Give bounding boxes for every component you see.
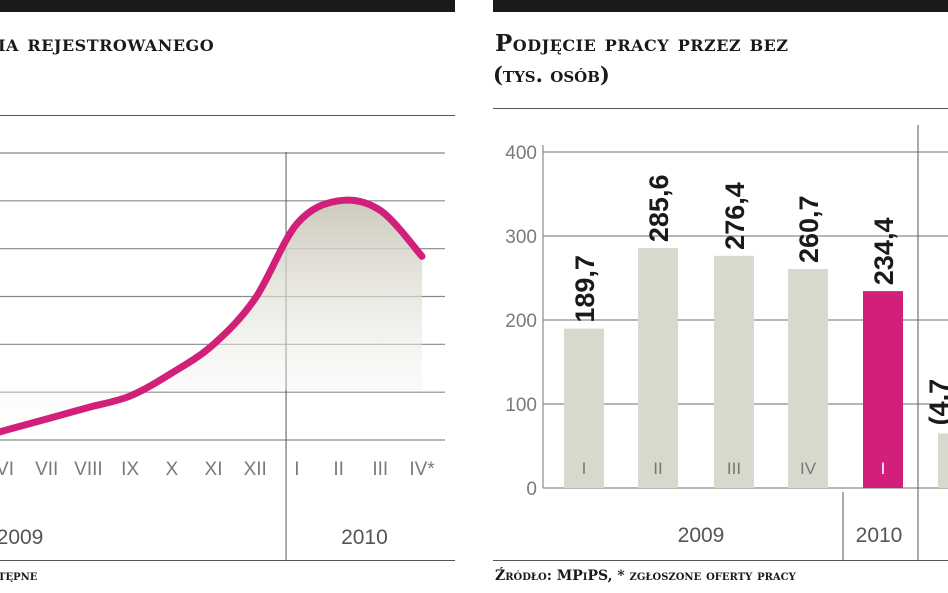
left-x-tick-label: VIII bbox=[74, 459, 103, 480]
right-bar-value-label: 276,4 bbox=[720, 182, 750, 250]
left-chart-title: ia rejestrowanego bbox=[0, 30, 215, 57]
left-x-tick-label: IV* bbox=[409, 459, 435, 480]
right-cutoff-bar-label: (4,7 bbox=[924, 379, 948, 426]
right-bar-chart: 0 100 200 300 400 189,7 I 285,6 II 276,4 III 260,7 I… bbox=[505, 125, 948, 560]
left-year-label: 2009 bbox=[0, 526, 43, 549]
left-year-label: 2010 bbox=[341, 526, 388, 549]
left-x-tick-label: IX bbox=[121, 459, 139, 480]
right-title-rule bbox=[493, 108, 948, 109]
right-y-tick-label: 100 bbox=[505, 395, 537, 416]
right-source-note: Źródło: MPiPS, * zgłoszone oferty pracy bbox=[495, 568, 796, 584]
left-series-line bbox=[0, 196, 426, 436]
right-bar-category-label: I bbox=[582, 459, 587, 478]
right-chart-title: Podjęcie pracy przez bez bbox=[495, 30, 789, 57]
left-x-tick-label: X bbox=[165, 459, 178, 480]
right-bar-value-label: 189,7 bbox=[570, 255, 600, 323]
right-bar-category-label: III bbox=[727, 459, 741, 478]
right-bar bbox=[714, 255, 754, 488]
right-y-tick-label: 400 bbox=[505, 143, 537, 164]
right-bar bbox=[638, 248, 678, 488]
right-chart-panel: Podjęcie pracy przez bez (tys. osób) 0 10… bbox=[493, 0, 948, 593]
right-bar bbox=[863, 291, 903, 488]
right-y-tick-label: 200 bbox=[505, 311, 537, 332]
right-bar-value-label: 260,7 bbox=[794, 195, 824, 263]
right-y-tick-label: 300 bbox=[505, 227, 537, 248]
left-x-tick-label: VII bbox=[35, 459, 58, 480]
right-bar-category-label: IV bbox=[800, 459, 817, 478]
right-bottom-rule bbox=[493, 560, 948, 561]
left-bottom-rule bbox=[0, 560, 455, 561]
right-top-bar bbox=[493, 0, 948, 12]
left-chart-panel: ia rejestrowanego VI VII VIII IX X XI XII I II II… bbox=[0, 0, 455, 593]
left-x-tick-label: III bbox=[372, 459, 388, 480]
right-bar-category-label: II bbox=[653, 459, 662, 478]
right-cutoff-bar bbox=[938, 433, 948, 488]
right-chart-subtitle: (tys. osób) bbox=[493, 62, 610, 87]
left-x-tick-label: XI bbox=[205, 459, 223, 480]
left-area-fill bbox=[0, 200, 422, 432]
left-x-tick-label: VI bbox=[0, 459, 14, 480]
right-year-label: 2009 bbox=[678, 524, 725, 547]
left-line-chart: VI VII VIII IX X XI XII I II III IV*2009 2010 bbox=[0, 152, 445, 560]
right-y-tick-label: 0 bbox=[526, 479, 537, 500]
left-top-bar bbox=[0, 0, 455, 12]
left-x-tick-label: XII bbox=[244, 459, 267, 480]
left-x-tick-label: II bbox=[333, 459, 344, 480]
left-title-rule bbox=[0, 115, 455, 116]
right-year-label: 2010 bbox=[856, 524, 903, 547]
right-bar bbox=[788, 269, 828, 488]
right-bar-value-label: 234,4 bbox=[869, 218, 899, 286]
left-x-tick-label: I bbox=[294, 459, 299, 480]
left-source-note: tępne bbox=[0, 568, 38, 584]
right-bar-category-label: I bbox=[881, 459, 886, 478]
right-bar bbox=[564, 328, 604, 488]
right-bar-value-label: 285,6 bbox=[644, 175, 674, 243]
